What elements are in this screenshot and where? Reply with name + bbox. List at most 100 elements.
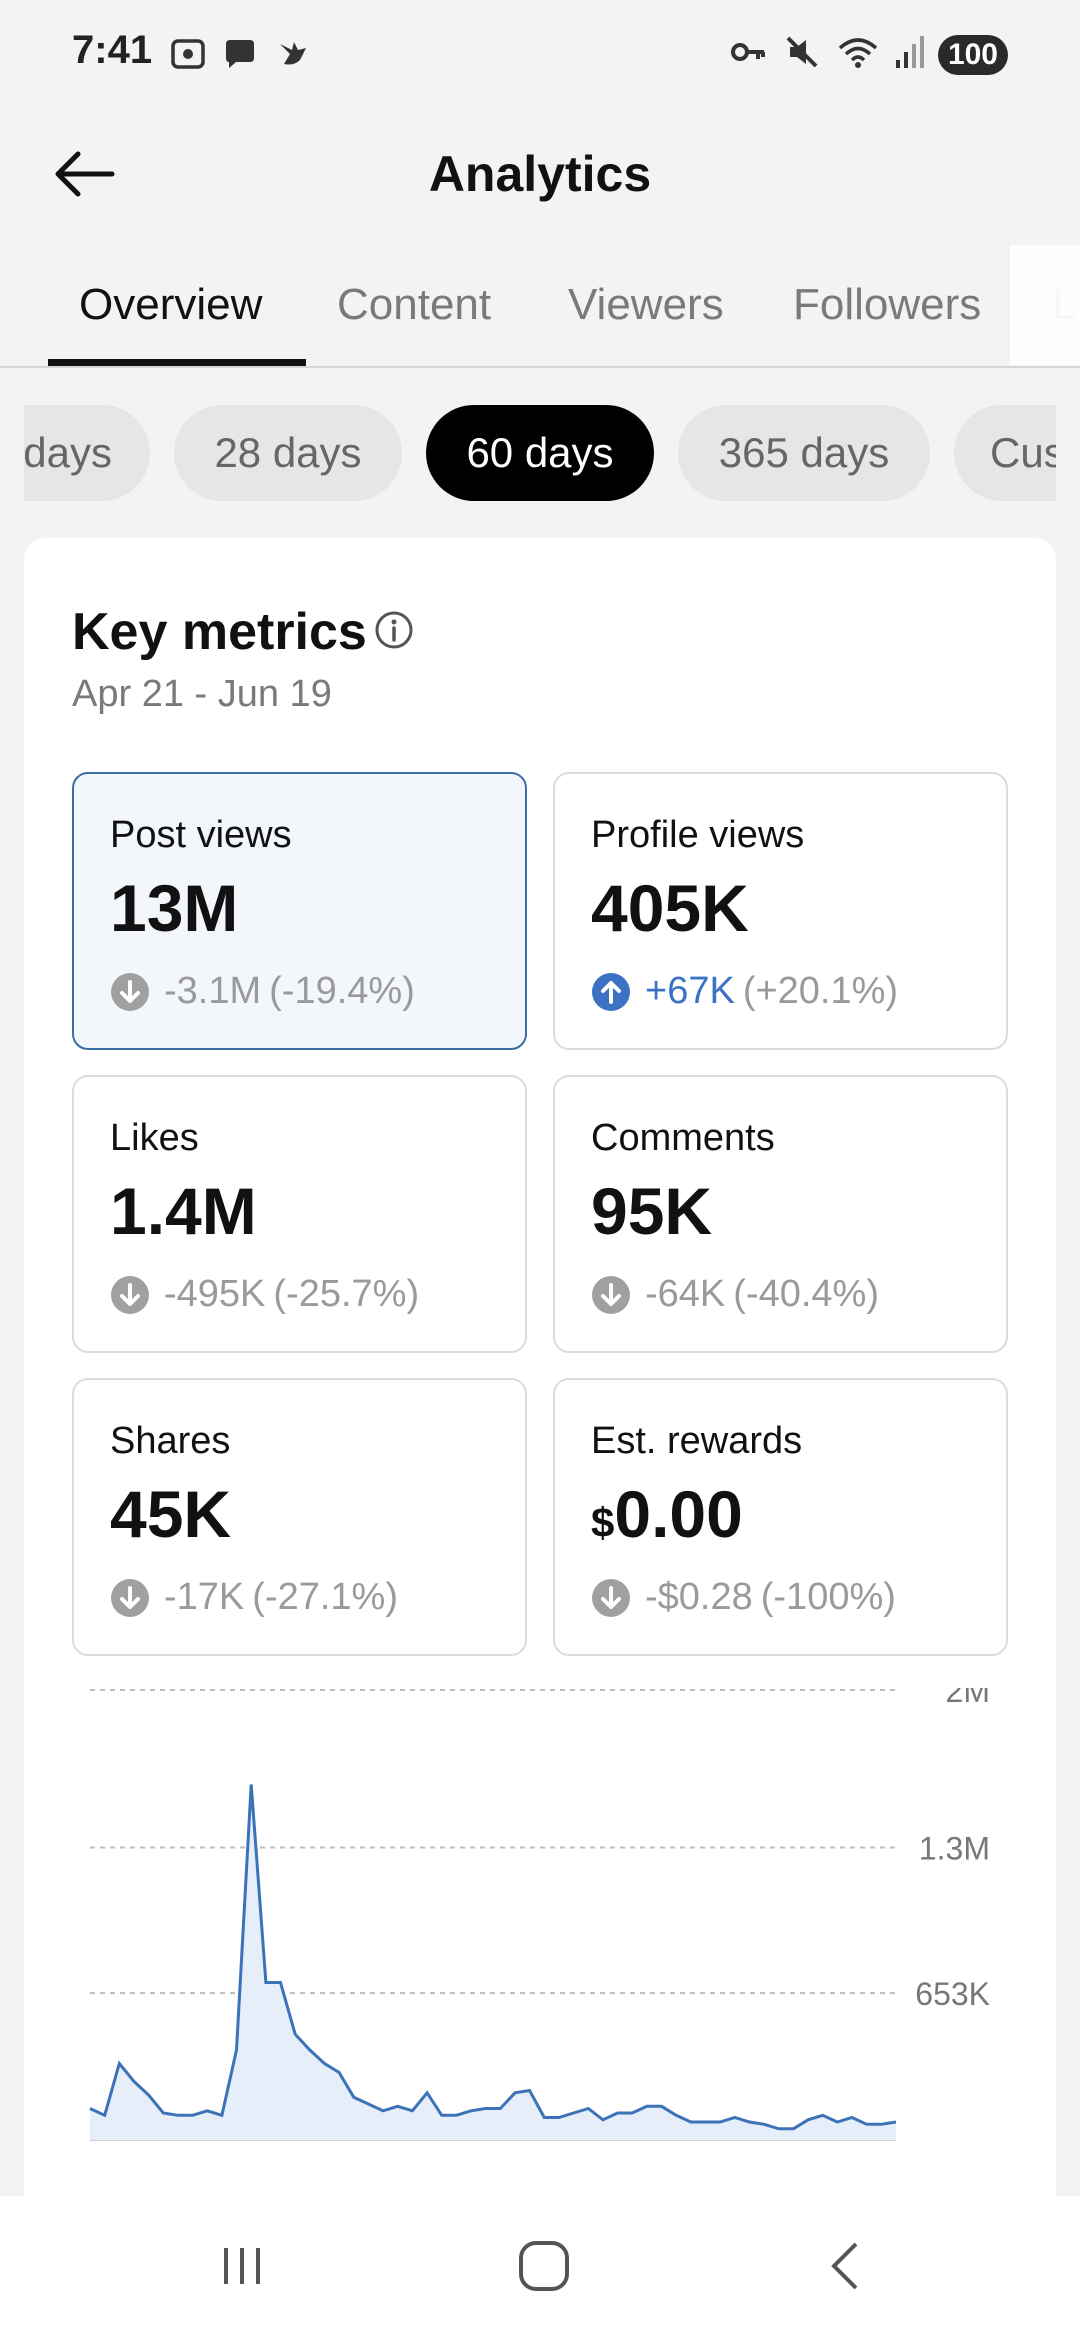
chart-data-point [88,2107,92,2111]
chart-data-point [806,2118,810,2122]
metric-label: Post views [110,814,292,856]
chart-data-point [161,2111,165,2115]
chart-data-point [176,2113,180,2117]
chart-data-point [220,2113,224,2117]
active-tab-indicator [48,359,306,366]
metric-value: 13M [110,871,239,945]
chart-data-point [865,2122,869,2126]
post-views-chart[interactable]: 2M 1.3M 653K [24,1688,1056,2238]
chart-data-point [703,2120,707,2124]
tab-bar: Overview Content Viewers Followers L [0,240,1080,368]
header: Analytics [0,110,1080,240]
chart-area-fill [90,1784,896,2140]
chart-data-point [645,2104,649,2108]
metric-change-pct: (-40.4%) [733,1273,879,1315]
key-metrics-title: Key metrics [72,603,367,661]
metric-label: Shares [110,1420,231,1462]
chart-data-point [469,2109,473,2113]
status-time: 7:41 [72,28,153,72]
metric-label: Profile views [591,814,805,856]
chart-data-point [821,2113,825,2117]
metric-change: -3.1M (-19.4%) [110,970,415,1013]
chip-365-days[interactable]: 365 days [678,405,930,501]
metric-change-abs: -$0.28 [645,1576,753,1618]
nav-back-button[interactable] [801,2228,891,2308]
chart-data-point [103,2113,107,2117]
tab-viewers[interactable]: Viewers [568,280,724,329]
metric-change: -$0.28 (-100%) [591,1576,896,1619]
metric-change: -495K (-25.7%) [110,1273,419,1316]
chart-data-point [366,2102,370,2106]
chart-data-point [572,2111,576,2115]
chart-data-point [425,2091,429,2095]
chart-data-point [835,2120,839,2124]
y-tick-label: 2M [946,1688,990,1709]
chart-data-point [674,2113,678,2117]
chart-data-point [850,2116,854,2120]
chart-data-point [454,2113,458,2117]
currency-symbol: $ [591,1499,615,1546]
chart-data-point [308,2048,312,2052]
metric-label: Comments [591,1117,775,1159]
recent-apps-button[interactable] [197,2228,287,2308]
metric-value-number: 0.00 [614,1477,743,1551]
wifi-icon [836,32,880,77]
chart-series-line [89,1784,897,2131]
chart-data-point [528,2089,532,2093]
chart-data-point [733,2116,737,2120]
metric-card-comments[interactable]: Comments 95K -64K (-40.4%) [553,1075,1008,1353]
page-title: Analytics [428,146,652,202]
metric-value: 405K [591,871,749,945]
chart-data-point [747,2120,751,2124]
chart-data-point [777,2127,781,2131]
metric-change: +67K (+20.1%) [591,970,898,1013]
y-tick-label: 1.3M [919,1831,990,1867]
chart-data-point [616,2111,620,2115]
info-icon[interactable] [373,609,415,656]
chart-data-point [630,2111,634,2115]
status-bar: 7:41 100 [0,0,1080,110]
metric-change: -17K (-27.1%) [110,1576,398,1619]
chart-data-point [191,2113,195,2117]
chart-data-point [147,2093,151,2097]
mute-icon [782,32,822,77]
back-chevron-icon [816,2236,876,2301]
arrow-down-circle-icon [111,972,149,1011]
status-notification-icons [168,34,312,79]
chart-data-point [894,2120,898,2124]
chart-data-point [660,2104,664,2108]
chart-data-point [557,2116,561,2120]
back-button[interactable] [44,136,124,216]
metric-card-profile-views[interactable]: Profile views 405K +67K (+20.1%) [553,772,1008,1050]
chart-data-point [791,2127,795,2131]
chip-28-days[interactable]: 28 days [174,405,402,501]
chart-data-point [352,2095,356,2099]
metric-card-likes[interactable]: Likes 1.4M -495K (-25.7%) [72,1075,527,1353]
chip-7-days[interactable]: days [0,405,150,501]
period-selector: days 28 days 60 days 365 days Cus [0,400,1080,510]
metric-label: Likes [110,1117,199,1159]
date-range: Apr 21 - Jun 19 [72,673,332,715]
tab-overview[interactable]: Overview [79,280,263,329]
tab-content[interactable]: Content [337,280,492,329]
metric-change: -64K (-40.4%) [591,1273,879,1316]
chart-data-point [322,2062,326,2066]
tab-followers[interactable]: Followers [793,280,982,329]
metric-value: 1.4M [110,1174,257,1248]
metric-card-shares[interactable]: Shares 45K -17K (-27.1%) [72,1378,527,1656]
metric-value: $0.00 [591,1476,743,1552]
home-button[interactable] [499,2228,589,2308]
chart-data-point [264,1981,268,1985]
metric-card-est-rewards[interactable]: Est. rewards $0.00 -$0.28 (-100%) [553,1378,1008,1656]
chart-data-point [293,2032,297,2036]
signal-icon [894,32,924,77]
metric-change-pct: (-19.4%) [269,970,415,1012]
metric-card-post-views[interactable]: Post views 13M -3.1M (-19.4%) [72,772,527,1050]
battery-indicator: 100 [937,34,1008,75]
chip-60-days[interactable]: 60 days [426,405,654,501]
vpn-key-icon [728,32,768,77]
chart-data-point [718,2120,722,2124]
metric-change-pct: (-25.7%) [273,1273,420,1315]
chips-edge-right [1056,400,1080,510]
